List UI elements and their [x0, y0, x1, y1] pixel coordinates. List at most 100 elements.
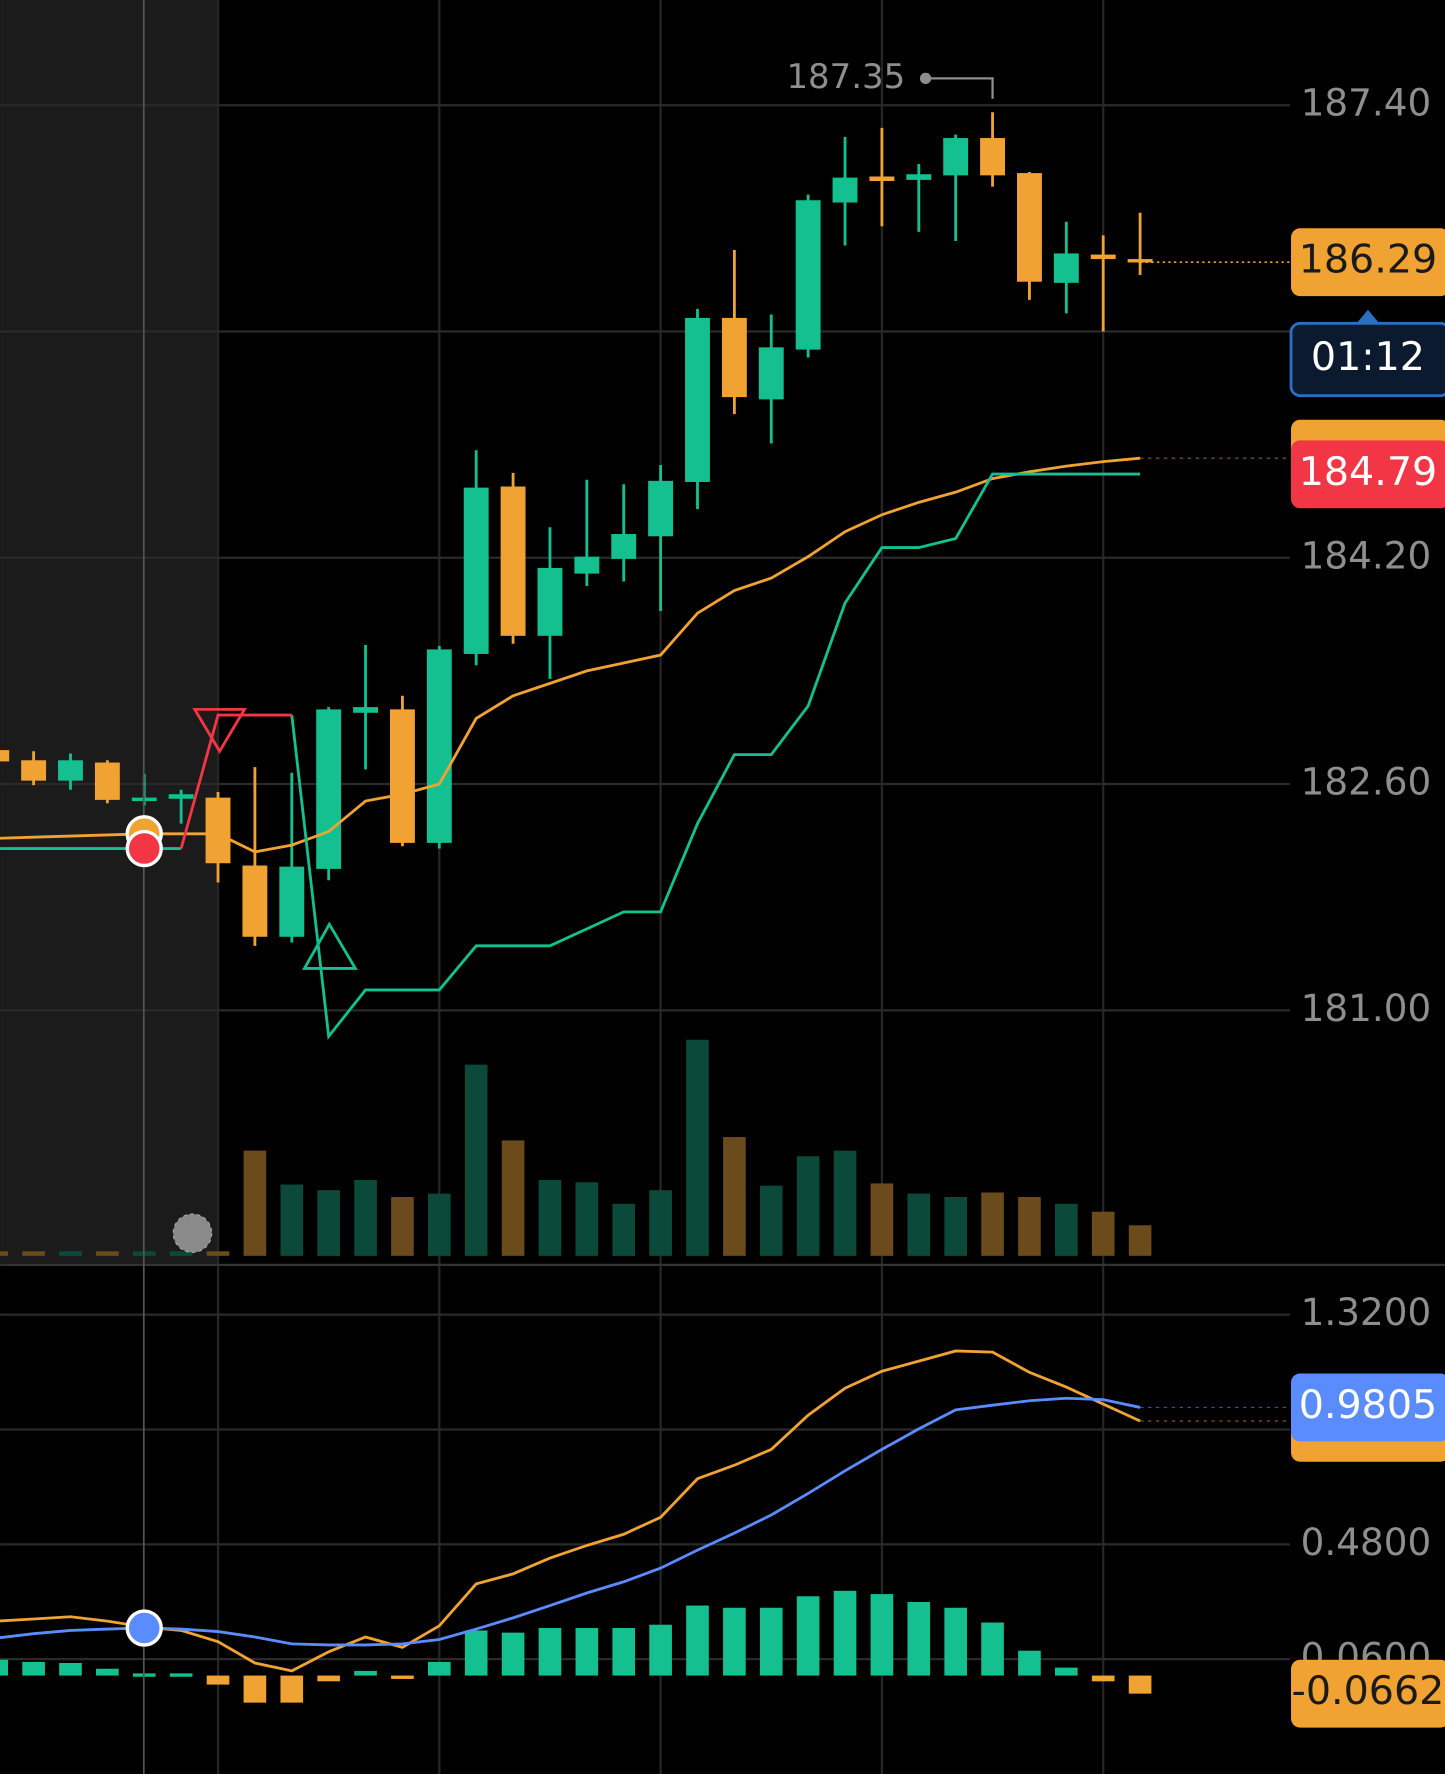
volume-bar [575, 1182, 599, 1256]
candle-body [316, 709, 342, 869]
price-label-box [1291, 1373, 1445, 1442]
price-label: 184.79 [1299, 449, 1438, 495]
volume-bar [723, 1137, 746, 1256]
candle-body [611, 534, 637, 559]
volume-bar [796, 1156, 820, 1256]
histogram-bar [243, 1675, 267, 1703]
candle-body [21, 760, 47, 781]
y-tick-label: 187.40 [1301, 81, 1432, 125]
volume-bar [944, 1196, 967, 1256]
countdown: 01:12 [1311, 334, 1425, 380]
y-tick-label: 182.60 [1301, 760, 1432, 804]
histogram-bar [59, 1662, 82, 1676]
histogram-bar [759, 1607, 783, 1676]
candle-body [943, 138, 969, 176]
volume-bar [870, 1183, 894, 1256]
volume-bar [22, 1251, 45, 1256]
candle-body [906, 174, 932, 180]
histogram-bar [870, 1594, 894, 1676]
candle-body [205, 797, 231, 864]
histogram-bar [428, 1661, 451, 1676]
histogram-bar [1055, 1667, 1078, 1676]
candle-body [537, 567, 563, 636]
sell-signal [192, 707, 247, 755]
volume-bar [501, 1140, 525, 1256]
candle-body [795, 200, 821, 350]
histogram-bar [391, 1675, 414, 1679]
histogram-bar [354, 1670, 377, 1676]
histogram-bar [169, 1673, 193, 1677]
indicator-line [0, 456, 1141, 854]
candle-body [389, 709, 415, 843]
histogram-bar [907, 1602, 931, 1676]
volume-bar [981, 1192, 1004, 1256]
volume-bar [59, 1251, 82, 1256]
price-label-box [1291, 440, 1445, 509]
histogram-bar [96, 1668, 119, 1676]
volume-bar [1128, 1225, 1152, 1256]
volume-bar [649, 1190, 672, 1256]
high-marker-dot [919, 72, 932, 85]
candle-body [685, 317, 710, 482]
volume-bar [612, 1203, 636, 1256]
histogram-bar [206, 1675, 230, 1685]
countdown-pointer [1356, 309, 1380, 324]
volume-bar [96, 1251, 119, 1256]
y-tick-label: 1.3200 [1301, 1290, 1432, 1334]
candle-body [279, 866, 305, 937]
histogram-bar [464, 1630, 488, 1676]
histogram-bar [944, 1607, 967, 1676]
buy-signal [302, 921, 358, 970]
histogram-bar [538, 1627, 562, 1676]
volume-bar [169, 1251, 193, 1256]
macd-line [0, 1349, 1141, 1673]
y-tick-label: 184.20 [1301, 533, 1432, 577]
high-marker-label: 187.35 [786, 57, 905, 97]
candle-body [832, 177, 858, 203]
macd-line [0, 1396, 1141, 1647]
candle-body [869, 176, 895, 182]
candle-body [758, 347, 784, 400]
price-label-box [1291, 1659, 1445, 1728]
candle-body [1127, 259, 1153, 263]
histogram-bar [1091, 1675, 1115, 1682]
y-tick-label: 181.00 [1301, 986, 1432, 1030]
histogram-bar [649, 1624, 672, 1676]
volume-bar [206, 1251, 230, 1256]
event-icon [172, 1213, 213, 1254]
candle-body [574, 556, 600, 574]
premarket-shading [0, 0, 219, 1264]
volume-bar [833, 1150, 857, 1256]
volume-bar [354, 1180, 377, 1256]
volume-bar [686, 1039, 709, 1256]
candle-body [242, 865, 268, 937]
candle-body [1016, 173, 1042, 282]
price-label: -0.0662 [1292, 1668, 1445, 1714]
high-marker-line [925, 77, 994, 99]
volume-bar [0, 1251, 9, 1256]
candle-body [648, 480, 674, 537]
candle-body [721, 317, 747, 398]
histogram-bar [981, 1622, 1004, 1676]
volume-bar [1091, 1211, 1115, 1256]
candle-body [94, 762, 120, 800]
candle-body [353, 707, 378, 713]
volume-bar [1018, 1196, 1041, 1256]
histogram-bar [317, 1675, 340, 1682]
histogram-bar [833, 1590, 857, 1676]
candle-body [426, 649, 452, 843]
indicator-line [179, 713, 292, 849]
histogram-bar [796, 1596, 820, 1676]
hover-dot [125, 1609, 163, 1647]
volume-bar [907, 1193, 931, 1256]
volume-bar [280, 1184, 304, 1256]
price-label: 0.9805 [1299, 1382, 1438, 1428]
candle-body [500, 486, 526, 636]
candle-body [980, 138, 1006, 176]
candle-body [58, 760, 83, 781]
histogram-bar [723, 1607, 746, 1676]
candle-body [1090, 254, 1116, 260]
